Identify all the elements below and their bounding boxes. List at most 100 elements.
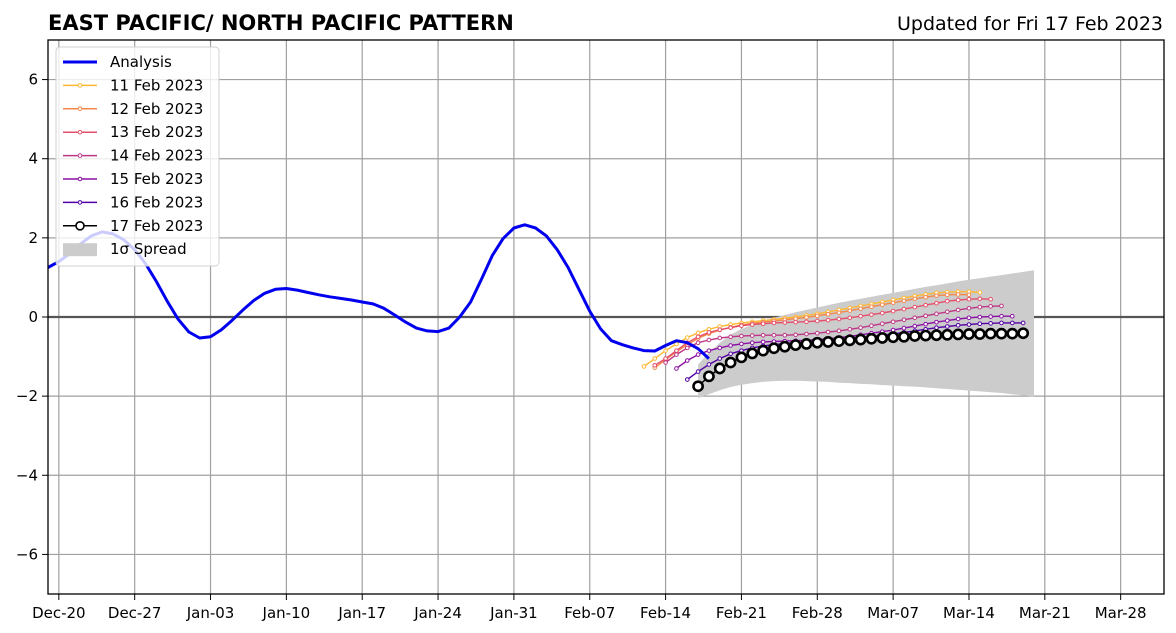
forecast-point	[923, 321, 928, 327]
forecast-point	[717, 356, 723, 361]
forecast-point	[804, 331, 809, 337]
forecast-point	[952, 328, 965, 341]
forecast-point	[988, 296, 993, 302]
forecast-point	[934, 319, 939, 325]
legend-label: 17 Feb 2023	[110, 217, 203, 235]
forecast-point	[858, 306, 863, 311]
forecast-point	[825, 329, 831, 335]
chart-title: EAST PACIFIC/ NORTH PACIFIC PATTERN	[48, 11, 514, 35]
chart-subtitle: Updated for Fri 17 Feb 2023	[897, 13, 1163, 35]
forecast-point	[771, 320, 777, 326]
forecast-point	[923, 294, 928, 300]
legend-box	[55, 46, 220, 267]
forecast-point	[760, 332, 766, 338]
forecast-point	[1006, 327, 1019, 340]
forecast-point	[977, 314, 983, 320]
forecast-point	[782, 332, 788, 338]
forecast-point	[793, 332, 798, 338]
forecast-point	[684, 335, 690, 340]
forecast-point	[977, 321, 983, 327]
forecast-point	[890, 308, 896, 314]
forecast-point	[674, 348, 679, 353]
forecast-point	[814, 330, 820, 336]
forecast-point	[988, 304, 993, 309]
forecast-point	[836, 310, 842, 315]
forecast-point	[695, 340, 701, 346]
x-tick-label: Mar-14	[943, 604, 995, 622]
forecast-point	[706, 362, 712, 367]
forecast-point	[966, 305, 972, 311]
forecast-point	[825, 311, 831, 317]
forecast-point	[858, 313, 863, 319]
forecast-point	[814, 313, 820, 319]
forecast-point	[869, 323, 874, 329]
forecast-series-17-feb-2023	[692, 327, 1030, 393]
forecast-point	[923, 302, 928, 308]
forecast-point	[757, 344, 770, 357]
forecast-point	[923, 313, 928, 319]
y-tick-label: −6	[16, 545, 38, 563]
forecast-point	[999, 313, 1004, 319]
legend: Analysis 11 Feb 2023 12 Feb 2023 13 Feb 202…	[55, 46, 220, 267]
forecast-point	[945, 292, 950, 298]
forecast-point	[934, 300, 939, 306]
forecast-point	[999, 320, 1004, 326]
legend-item: 12 Feb 2023	[63, 100, 203, 118]
y-tick-label: −2	[16, 387, 38, 405]
legend-label: Analysis	[110, 53, 172, 71]
forecast-point	[1020, 320, 1026, 326]
forecast-point	[973, 328, 986, 340]
forecast-point	[898, 330, 910, 343]
forecast-point	[854, 333, 867, 346]
forecast-point	[912, 323, 918, 329]
y-tick-label: −4	[16, 466, 38, 484]
forecast-point	[674, 352, 679, 357]
forecast-point	[703, 370, 715, 383]
forecast-point	[984, 327, 997, 340]
x-tick-label: Feb-07	[564, 604, 615, 622]
forecast-point	[771, 332, 777, 338]
legend-marker	[77, 200, 83, 205]
x-tick-label: Jan-10	[262, 604, 311, 622]
forecast-point	[641, 364, 647, 369]
forecast-point	[739, 323, 744, 329]
forecast-point	[749, 322, 755, 327]
forecast-point	[955, 316, 961, 322]
forecast-point	[988, 321, 993, 326]
x-tick-label: Feb-21	[716, 604, 767, 622]
forecast-point	[768, 342, 780, 355]
forecast-point	[717, 335, 723, 341]
forecast-point	[717, 345, 723, 351]
legend-marker	[77, 176, 83, 182]
forecast-point	[934, 293, 939, 298]
forecast-point	[934, 311, 939, 317]
forecast-point	[739, 341, 744, 347]
y-tick-label: 2	[28, 229, 38, 247]
forecast-point	[879, 302, 885, 308]
analysis-line	[47, 223, 710, 360]
legend-label: 13 Feb 2023	[110, 123, 203, 141]
forecast-point	[869, 312, 874, 317]
forecast-point	[847, 308, 853, 313]
legend-marker	[77, 106, 83, 112]
forecast-point	[778, 340, 791, 353]
forecast-point	[890, 319, 896, 325]
forecast-point	[724, 356, 737, 369]
forecast-point	[966, 296, 972, 302]
forecast-point	[728, 325, 733, 330]
forecast-point	[695, 330, 701, 336]
legend-label: 11 Feb 2023	[110, 76, 203, 94]
forecast-point	[782, 320, 788, 325]
forecast-point	[674, 366, 679, 371]
forecast-point	[804, 319, 809, 325]
forecast-point	[811, 336, 824, 349]
forecast-point	[814, 318, 820, 324]
forecast-point	[663, 348, 668, 353]
forecast-point	[728, 343, 733, 348]
forecast-point	[901, 306, 907, 312]
forecast-point	[901, 325, 907, 331]
legend-item: 16 Feb 2023	[63, 193, 203, 211]
legend-item: Analysis	[63, 53, 172, 71]
forecast-point	[876, 332, 889, 344]
legend-marker	[77, 83, 83, 88]
